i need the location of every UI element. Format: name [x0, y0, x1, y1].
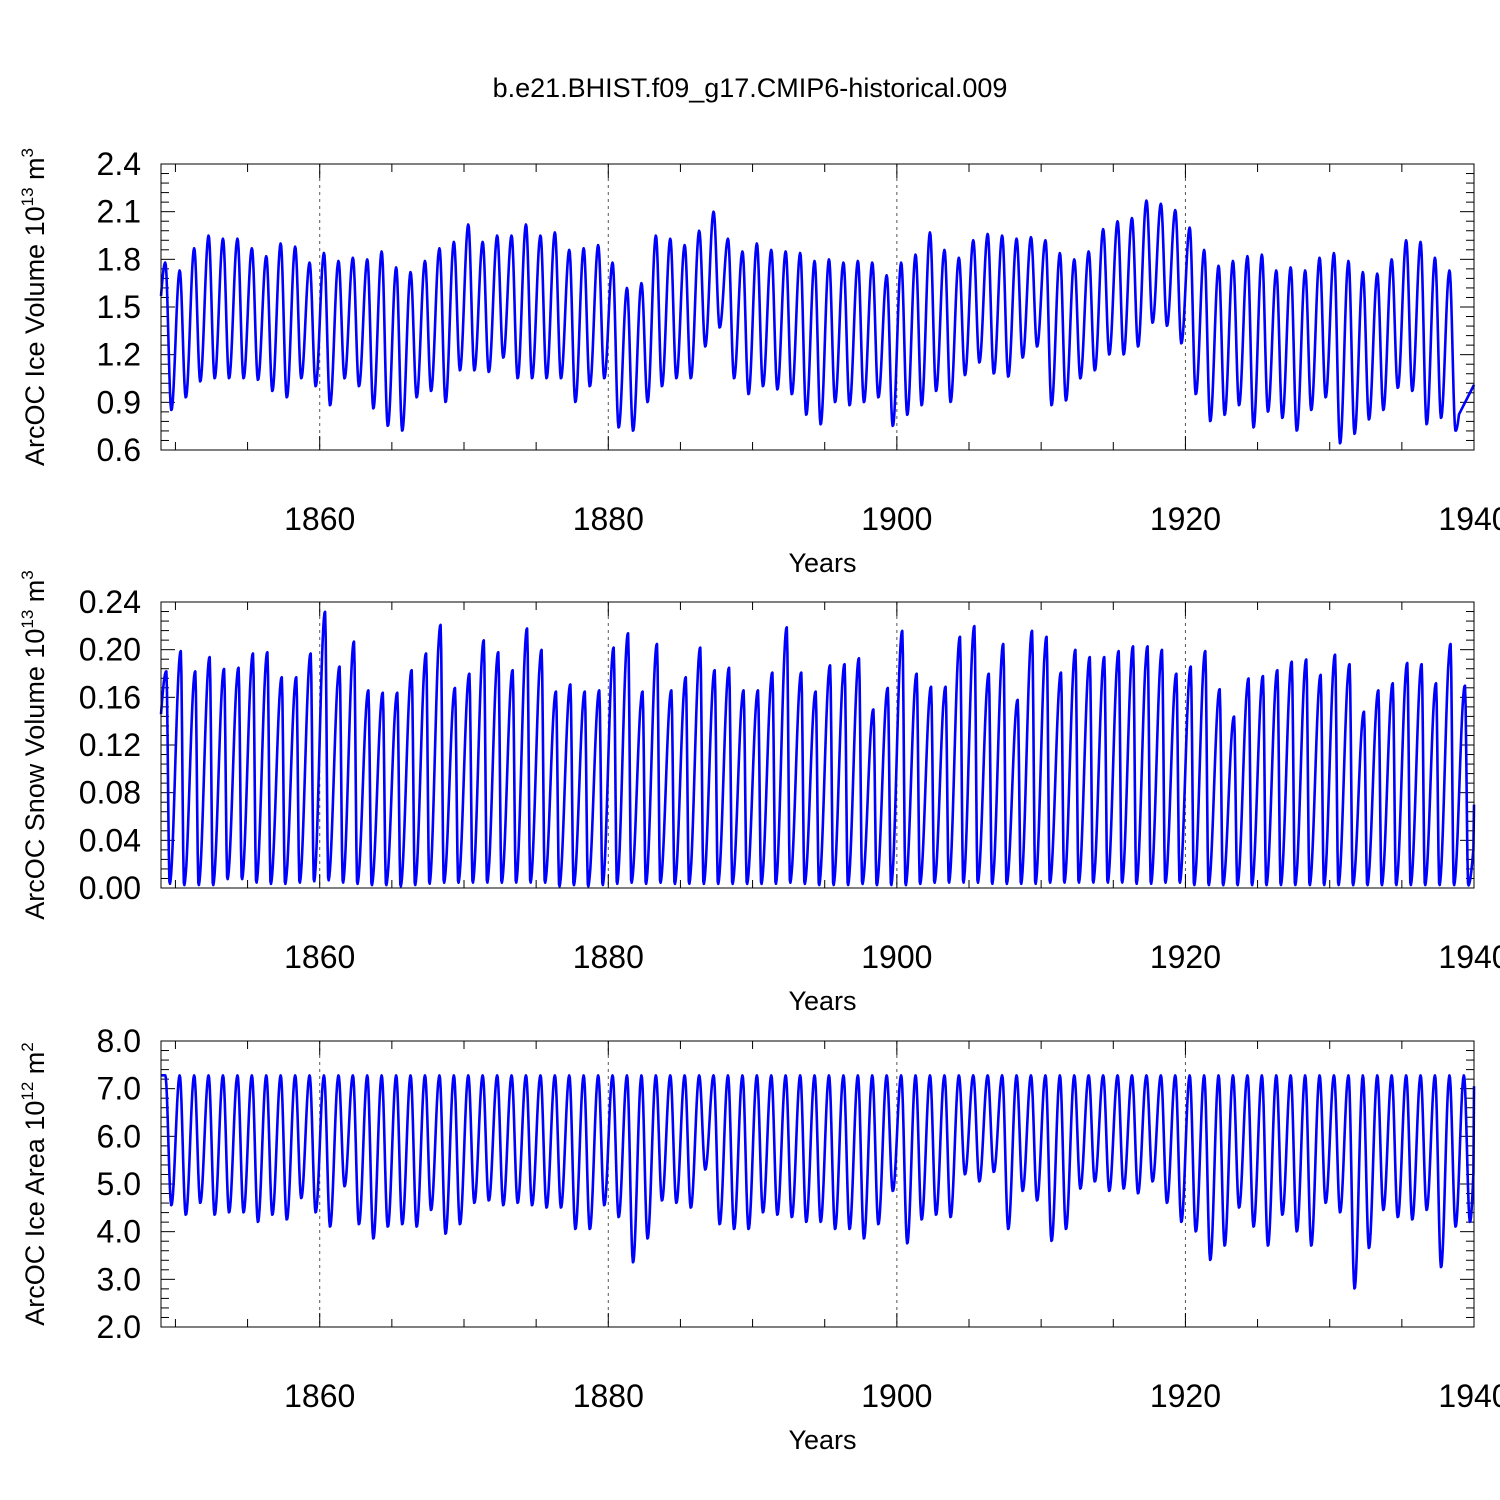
y-axis-label: ArcOC Snow Volume 1013 m3 — [18, 570, 50, 920]
y-tick-label: 0.04 — [79, 822, 141, 858]
y-tick-label: 0.9 — [97, 384, 141, 420]
y-tick-label: 6.0 — [97, 1118, 141, 1154]
x-tick-label-1940: 1940 — [1438, 1378, 1500, 1414]
y-tick-label: 7.0 — [97, 1071, 141, 1107]
y-tick-label: 0.08 — [79, 775, 141, 811]
y-tick-label: 5.0 — [97, 1166, 141, 1202]
plot-frame — [160, 1040, 1475, 1328]
y-tick-label: 2.4 — [97, 146, 141, 182]
y-tick-label: 1.2 — [97, 337, 141, 373]
y-tick-label: 4.0 — [97, 1214, 141, 1250]
x-axis-label: Years — [788, 1425, 856, 1455]
panel-2: 0.00 0.04 0.08 0.12 0.16 0.20 0.24 1860 1880 1900… — [18, 570, 1500, 1016]
chart-title: b.e21.BHIST.f09_g17.CMIP6-historical.009 — [493, 73, 1008, 103]
x-axis-label: Years — [788, 548, 856, 578]
y-tick-label: 2.1 — [97, 194, 141, 230]
x-tick-label-1920: 1920 — [1150, 501, 1221, 537]
y-axis-label: ArcOC Ice Volume 1013 m3 — [18, 148, 50, 466]
y-tick-label: 3.0 — [97, 1261, 141, 1297]
plot-frame — [160, 163, 1475, 451]
y-tick-label: 0.16 — [79, 679, 141, 715]
x-tick-label-1880: 1880 — [573, 939, 644, 975]
x-tick-label-1940: 1940 — [1438, 939, 1500, 975]
x-tick-label-1920: 1920 — [1150, 1378, 1221, 1414]
x-axis-label: Years — [788, 986, 856, 1016]
y-tick-label: 2.0 — [97, 1309, 141, 1345]
x-tick-label-1880: 1880 — [573, 501, 644, 537]
series-line-arcoc-ice-area — [160, 1074, 1476, 1290]
y-tick-label: 1.8 — [97, 241, 141, 277]
y-tick-label: 0.6 — [97, 432, 141, 468]
x-tick-label-1900: 1900 — [861, 1378, 932, 1414]
x-tick-label-1920: 1920 — [1150, 939, 1221, 975]
x-tick-label-1860: 1860 — [284, 501, 355, 537]
y-tick-label: 0.00 — [79, 870, 141, 906]
series-line-arcoc-snow-volume — [159, 610, 1476, 888]
y-tick-label: 8.0 — [97, 1023, 141, 1059]
y-tick-label: 0.24 — [79, 584, 141, 620]
y-axis-label: ArcOC Ice Area 1012 m2 — [18, 1042, 50, 1326]
chart-panels: 0.6 0.9 1.2 1.5 1.8 2.1 2.4 1860 1880 1900 1920 194… — [18, 146, 1500, 1455]
series-line-arcoc-ice-volume — [159, 199, 1476, 445]
x-tick-label-1900: 1900 — [861, 939, 932, 975]
panel-1: 0.6 0.9 1.2 1.5 1.8 2.1 2.4 1860 1880 1900 1920 194… — [18, 146, 1500, 578]
x-tick-label-1900: 1900 — [861, 501, 932, 537]
y-tick-label: 1.5 — [97, 289, 141, 325]
y-tick-label: 0.20 — [79, 632, 141, 668]
x-tick-label-1860: 1860 — [284, 1378, 355, 1414]
x-tick-label-1880: 1880 — [573, 1378, 644, 1414]
plot-frame — [160, 601, 1475, 889]
x-tick-label-1940: 1940 — [1438, 501, 1500, 537]
x-tick-label-1860: 1860 — [284, 939, 355, 975]
panel-3: 2.0 3.0 4.0 5.0 6.0 7.0 8.0 1860 1880 1900 1920 194… — [18, 1023, 1500, 1455]
y-tick-label: 0.12 — [79, 727, 141, 763]
